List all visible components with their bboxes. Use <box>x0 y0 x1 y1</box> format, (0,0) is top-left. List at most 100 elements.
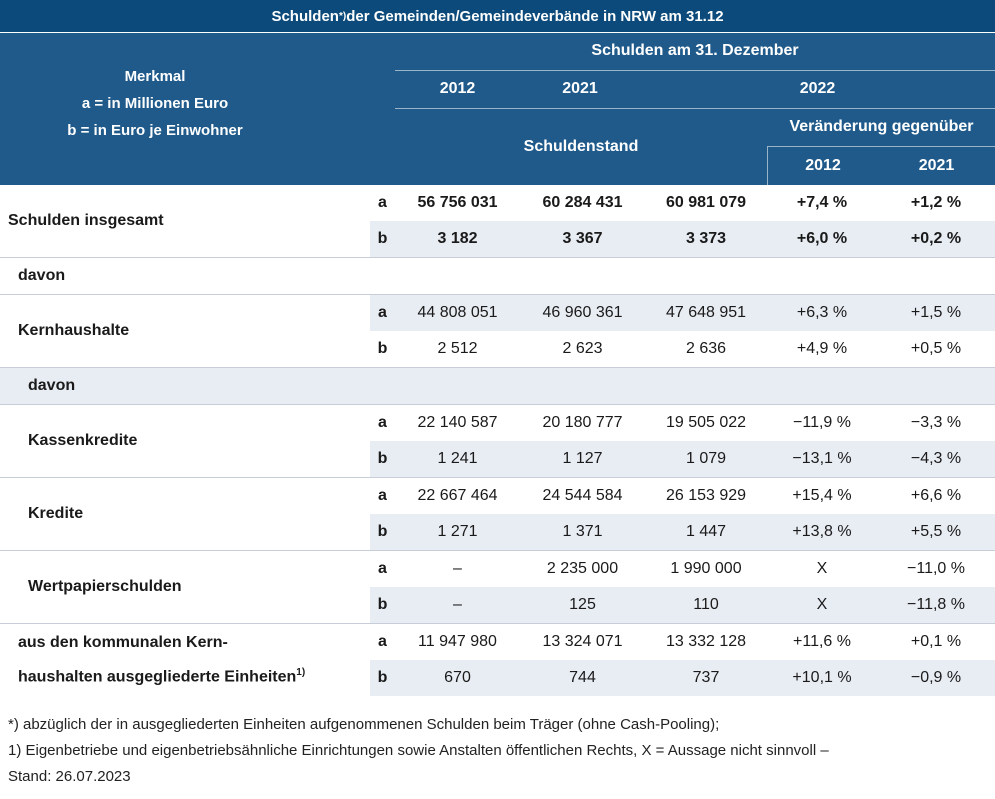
header-divider <box>395 108 995 109</box>
value-2021: 20 180 777 <box>520 404 645 441</box>
footnote-1: *) abzüglich der in ausgegliederten Einh… <box>8 716 720 733</box>
change-2012: +10,1 % <box>792 669 852 686</box>
row-sub-b: b <box>377 523 388 540</box>
header-year-2022: 2022 <box>799 80 836 97</box>
header-divider <box>395 70 995 71</box>
change-2021: +1,5 % <box>877 294 995 331</box>
row-label-line2: haushalten ausgegliederte Einheiten <box>18 668 297 686</box>
value-2021: 60 284 431 <box>542 194 623 211</box>
row-sub-a: a <box>370 550 395 587</box>
row-label: Kredite <box>0 477 370 551</box>
row-label: Kassenkredite <box>0 404 370 478</box>
header-year-2021: 2021 <box>562 80 598 97</box>
table-row: aus den kommunalen Kern- haushalten ausg… <box>0 623 995 696</box>
row-davon: davon <box>0 257 995 295</box>
row-sub-a: a <box>370 623 395 660</box>
header-merkmal-label: Merkmal <box>124 67 186 85</box>
table-row: Wertpapierschulden a – 2 235 000 1 990 0… <box>0 550 995 624</box>
change-2012: −11,9 % <box>767 404 877 441</box>
value-2022: 1 447 <box>685 523 727 540</box>
change-2012: +7,4 % <box>796 194 848 211</box>
value-2021: 2 235 000 <box>520 550 645 587</box>
change-2021: −3,3 % <box>877 404 995 441</box>
value-2012: 3 182 <box>437 230 478 247</box>
change-2021: +1,2 % <box>910 194 962 211</box>
table-row: Kredite a 22 667 464 24 544 584 26 153 9… <box>0 477 995 551</box>
change-2021: +0,1 % <box>877 623 995 660</box>
header-change-2021: 2021 <box>918 157 955 174</box>
header-year-2012: 2012 <box>439 80 476 97</box>
value-2012: – <box>453 596 462 613</box>
value-2022: 60 981 079 <box>665 194 747 211</box>
title-text: Schulden <box>271 7 339 25</box>
change-2012: +6,0 % <box>796 230 848 247</box>
header-divider <box>768 146 995 147</box>
table-row: davon <box>0 257 995 295</box>
row-sub-b: b <box>377 450 388 467</box>
value-2021: 46 960 361 <box>520 294 645 331</box>
table-title: Schulden *) der Gemeinden/Gemeindeverbänd… <box>0 0 995 33</box>
row-sub-a: a <box>370 294 395 331</box>
value-2021: 1 127 <box>562 450 603 467</box>
value-2012: 56 756 031 <box>417 194 498 211</box>
table-row: Kernhaushalte a 44 808 051 46 960 361 47… <box>0 294 995 368</box>
value-2022: 1 990 000 <box>645 550 767 587</box>
row-footnote-mark: 1) <box>296 666 306 678</box>
row-label: Kernhaushalte <box>0 294 370 368</box>
value-2022: 737 <box>692 669 720 686</box>
row-sub-a: a <box>370 477 395 514</box>
header-a-definition: a = in Millionen Euro <box>81 94 229 112</box>
value-2012: 44 808 051 <box>395 294 520 331</box>
change-2021: +5,5 % <box>910 523 962 540</box>
value-2021: 3 367 <box>562 230 603 247</box>
value-2022: 1 079 <box>685 450 727 467</box>
row-label: Schulden insgesamt <box>8 212 164 229</box>
value-2021: 13 324 071 <box>520 623 645 660</box>
row-label-line1: aus den kommunalen Kern- <box>18 633 228 651</box>
value-2012: 1 241 <box>437 450 478 467</box>
value-2021: 24 544 584 <box>520 477 645 514</box>
row-sub-a: a <box>370 404 395 441</box>
value-2022: 47 648 951 <box>645 294 767 331</box>
change-2012: X <box>767 550 877 587</box>
row-label: aus den kommunalen Kern- haushalten ausg… <box>0 623 370 696</box>
row-sub-b: b <box>377 596 388 613</box>
change-2012: X <box>816 596 828 613</box>
header-veraenderung: Veränderung gegenüber <box>789 118 974 135</box>
value-2021: 2 623 <box>562 340 603 357</box>
change-2012: −13,1 % <box>792 450 852 467</box>
title-text-rest: der Gemeinden/Gemeindeverbände in NRW am… <box>346 7 724 25</box>
value-2022: 3 373 <box>685 230 727 247</box>
value-2012: 22 667 464 <box>395 477 520 514</box>
row-label: Wertpapierschulden <box>0 550 370 624</box>
value-2022: 110 <box>693 596 719 613</box>
change-2021: +6,6 % <box>877 477 995 514</box>
value-2022: 2 636 <box>685 340 727 357</box>
change-2012: +11,6 % <box>767 623 877 660</box>
value-2022: 13 332 128 <box>645 623 767 660</box>
value-2012: 1 271 <box>437 523 478 540</box>
change-2021: −4,3 % <box>910 450 962 467</box>
table-body: Schulden insgesamt a 56 756 031 60 284 4… <box>0 185 995 696</box>
change-2021: −11,8 % <box>907 596 965 613</box>
change-2012: +6,3 % <box>767 294 877 331</box>
value-2021: 1 371 <box>562 523 603 540</box>
row-sub-b: b <box>377 669 388 686</box>
table-row: Kassenkredite a 22 140 587 20 180 777 19… <box>0 404 995 478</box>
value-2012: – <box>395 550 520 587</box>
change-2012: +4,9 % <box>796 340 848 357</box>
table-header: Merkmal a = in Millionen Euro b = in Eur… <box>0 33 995 185</box>
footnotes: *) abzüglich der in ausgegliederten Einh… <box>8 712 993 790</box>
change-2021: +0,5 % <box>910 340 962 357</box>
header-merkmal: Merkmal a = in Millionen Euro b = in Eur… <box>0 63 310 143</box>
change-2021: −11,0 % <box>877 550 995 587</box>
footnote-status: Stand: 26.07.2023 <box>8 768 131 785</box>
row-sub-b: b <box>377 340 388 357</box>
table-row: b 2 512 2 623 2 636 +4,9 % +0,5 % <box>0 331 995 368</box>
table-row: Schulden insgesamt a 56 756 031 60 284 4… <box>0 185 995 229</box>
header-group: Schulden am 31. Dezember <box>591 42 799 59</box>
row-sub-a: a <box>378 194 387 211</box>
header-b-definition: b = in Euro je Einwohner <box>67 121 243 139</box>
row-sub-b: b <box>377 230 388 247</box>
